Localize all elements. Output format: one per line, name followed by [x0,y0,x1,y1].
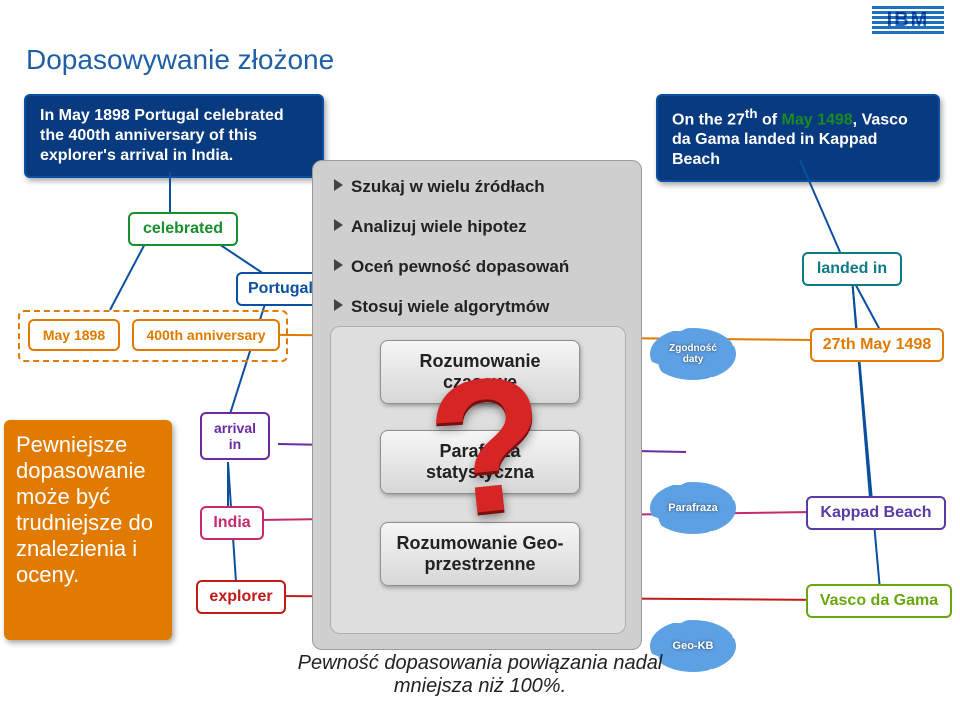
left-source-card: In May 1898 Portugal celebrated the 400t… [24,94,324,178]
step-2: Analizuj wiele hipotez [322,214,527,240]
right-card-mid: of [758,111,782,128]
cloud-geokb-label: Geo-KB [673,640,714,652]
step-4: Stosuj wiele algorytmów [322,294,549,320]
chevron-right-icon [334,299,343,311]
step-4-label: Stosuj wiele algorytmów [351,297,549,316]
node-400th: 400th anniversary [132,319,280,351]
step-3-label: Oceń pewność dopasowań [351,257,569,276]
chevron-right-icon [334,179,343,191]
footer-note: Pewność dopasowania powiązania nadal mni… [260,652,700,698]
node-explorer: explorer [196,580,286,614]
ibm-logo: IBM [872,6,944,34]
node-celebrated: celebrated [128,212,238,246]
cloud-date: Zgodność daty [650,328,736,380]
slide-stage: { "ibm": "IBM", "title": "Dopasowywanie … [0,0,960,714]
node-kappad: Kappad Beach [806,496,946,530]
node-vasco: Vasco da Gama [806,584,952,618]
node-arrival-in: arrival in [200,412,270,460]
right-card-th: th [745,106,758,121]
chevron-right-icon [334,259,343,271]
node-india: India [200,506,264,540]
question-mark-icon: ? [422,364,553,527]
orange-explainer: Pewniejsze dopasowanie może być trudniej… [4,420,172,640]
right-card-may: May 1498 [782,111,853,128]
cloud-paraphrase-label: Parafraza [668,502,718,514]
step-1: Szukaj w wielu źródłach [322,174,545,200]
chevron-right-icon [334,219,343,231]
step-3: Oceń pewność dopasowań [322,254,569,280]
right-source-card: On the 27th of May 1498, Vasco da Gama l… [656,94,940,182]
cloud-paraphrase: Parafraza [650,482,736,534]
node-landed-in: landed in [802,252,902,286]
cloud-date-label: Zgodność daty [658,343,728,365]
node-may1898: May 1898 [28,319,120,351]
slide-title: Dopasowywanie złożone [26,44,334,76]
step-1-label: Szukaj w wielu źródłach [351,177,545,196]
node-27may1498: 27th May 1498 [810,328,944,362]
right-card-pre: On the 27 [672,111,745,128]
step-2-label: Analizuj wiele hipotez [351,217,527,236]
